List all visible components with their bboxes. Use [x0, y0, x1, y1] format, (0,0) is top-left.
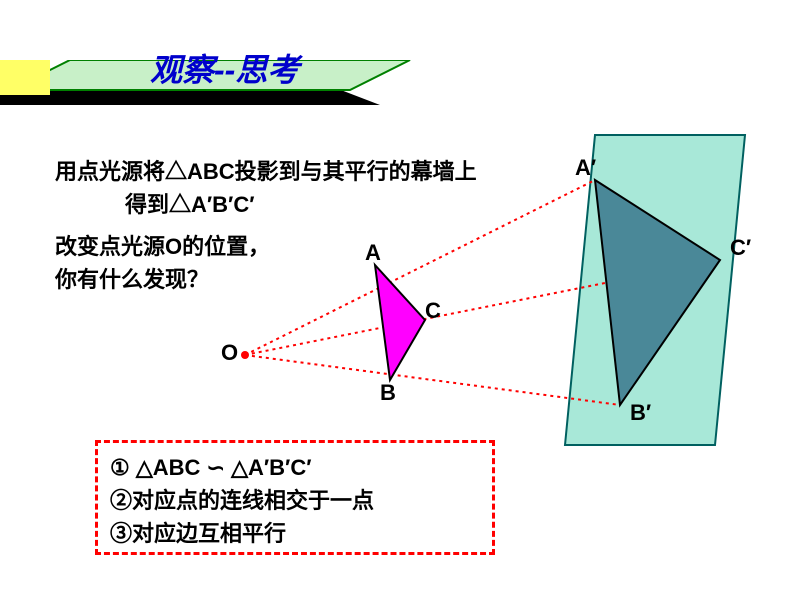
label-C: C — [425, 298, 441, 324]
conclusion-3: ③对应边互相平行 — [110, 517, 480, 550]
triangle-abc — [375, 265, 425, 380]
label-Cp: C′ — [730, 235, 751, 261]
label-A: A — [365, 240, 381, 266]
conclusions-box: ① △ABC ∽ △A′B′C′ ②对应点的连线相交于一点 ③对应边互相平行 — [95, 440, 495, 555]
label-Ap: A′ — [575, 155, 596, 181]
label-O: O — [221, 340, 238, 366]
text-line-4: 你有什么发现？ — [55, 267, 209, 292]
conclusion-1: ① △ABC ∽ △A′B′C′ — [110, 451, 480, 484]
page-title: 观察--思考 — [150, 45, 299, 91]
projection-diagram — [200, 130, 800, 450]
ray-OB — [245, 355, 620, 405]
label-B: B — [380, 380, 396, 406]
point-O — [241, 351, 249, 359]
conclusion-2: ②对应点的连线相交于一点 — [110, 484, 480, 517]
label-Bp: B′ — [630, 400, 651, 426]
